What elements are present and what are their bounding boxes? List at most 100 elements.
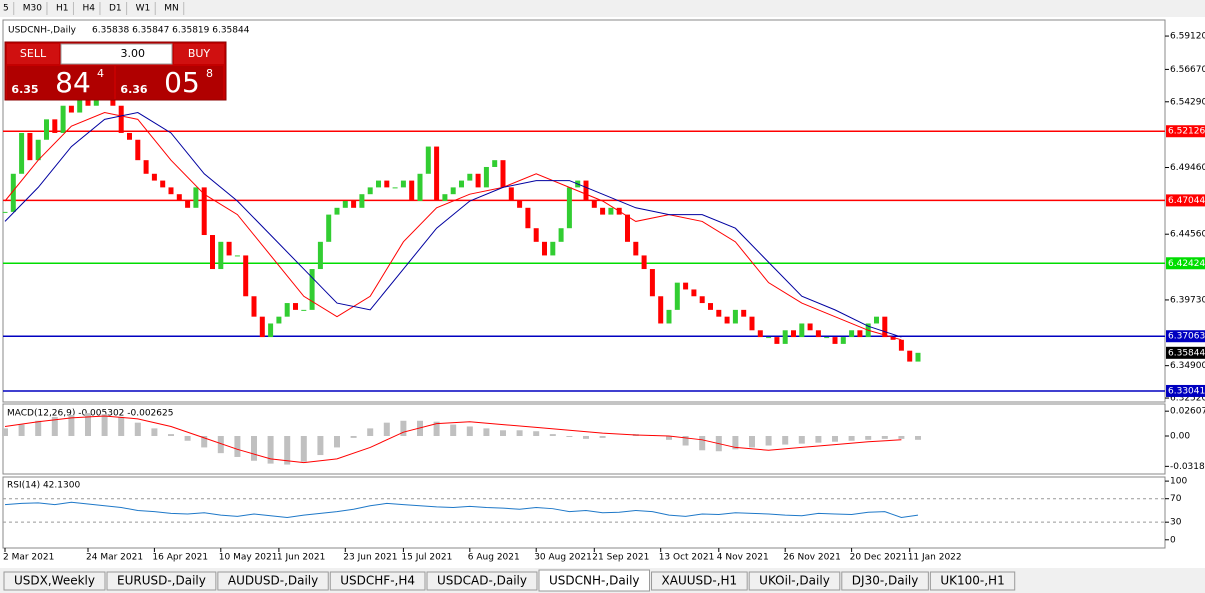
candle <box>309 269 315 310</box>
tab[interactable] <box>748 571 841 591</box>
level-tag <box>1166 330 1205 343</box>
x-tick-label: 6 Aug 2021 <box>468 553 520 563</box>
macd-bar <box>516 430 523 436</box>
ohlc: 6.35838 6.35847 6.35819 6.35844 <box>92 26 250 36</box>
candle <box>492 160 498 167</box>
candle <box>591 200 597 208</box>
candle <box>749 316 755 331</box>
x-tick-label: 26 Nov 2021 <box>783 553 841 563</box>
macd-bar <box>433 421 440 436</box>
candle <box>334 207 340 215</box>
candle <box>525 207 531 229</box>
macd-bar <box>18 424 25 436</box>
candle <box>666 309 672 324</box>
macd-bar <box>134 422 141 436</box>
x-tick-label: 20 Dec 2021 <box>850 553 908 563</box>
macd-bar <box>334 436 340 448</box>
tab-label: USDCNH-,Daily <box>549 574 640 588</box>
y-tick-label: 6.56670 <box>1170 65 1205 75</box>
level-label: 6.52126 <box>1168 127 1205 137</box>
candle <box>508 187 514 201</box>
ask-mid: 05 <box>164 66 200 99</box>
timeframe-button[interactable]: H1 <box>56 4 69 14</box>
ask-box[interactable] <box>116 66 223 99</box>
timeframe-button[interactable]: W1 <box>136 4 151 14</box>
lot-value: 3.00 <box>121 47 146 60</box>
price-label: 6.35844 <box>1168 348 1205 358</box>
macd-bar <box>583 436 589 439</box>
candle <box>367 187 373 195</box>
timeframe-button[interactable]: M30 <box>23 4 42 14</box>
tab[interactable] <box>929 571 1016 591</box>
candle <box>301 309 307 311</box>
candle <box>450 187 456 195</box>
candle <box>724 316 730 324</box>
candle <box>293 303 298 310</box>
buy-button[interactable] <box>174 44 224 64</box>
bid-mid: 84 <box>55 66 91 99</box>
y-tick-label: 6.49460 <box>1170 163 1205 173</box>
candle <box>201 187 207 236</box>
candle <box>658 296 664 324</box>
tab[interactable] <box>329 571 426 591</box>
macd-bar <box>848 436 855 441</box>
tab[interactable] <box>426 571 538 591</box>
candle <box>757 330 763 338</box>
timeframe-button[interactable]: MN <box>164 4 179 14</box>
tab[interactable] <box>217 571 329 591</box>
macd-bar <box>151 428 158 436</box>
candle <box>259 316 265 338</box>
tab[interactable] <box>651 571 748 591</box>
candle <box>741 309 747 317</box>
sell-button[interactable] <box>7 44 59 64</box>
candle <box>400 180 406 188</box>
macd-bar <box>35 420 42 436</box>
x-tick-label: 11 Jan 2022 <box>908 553 962 563</box>
macd-bar <box>201 436 208 448</box>
macd-bar <box>267 436 274 464</box>
candle <box>815 330 821 338</box>
candle <box>683 282 689 290</box>
macd-bar <box>782 436 789 445</box>
tab-label: UK100-,H1 <box>940 574 1004 588</box>
candle <box>193 187 199 208</box>
tab[interactable] <box>106 571 217 591</box>
timeframe-button[interactable]: H4 <box>82 4 95 14</box>
tab[interactable] <box>538 569 651 592</box>
tab-label: USDCAD-,Daily <box>437 574 527 588</box>
tab[interactable] <box>3 571 106 591</box>
candle <box>127 132 132 140</box>
timeframe-button[interactable]: 5 <box>3 4 9 14</box>
candle <box>52 119 58 133</box>
x-tick-label: 2 Mar 2021 <box>3 553 54 563</box>
level-label: 6.42424 <box>1168 259 1205 269</box>
y-tick-label: 6.44560 <box>1170 230 1205 240</box>
y-tick-label: 6.39730 <box>1170 295 1205 305</box>
candle <box>77 98 83 113</box>
x-tick-label: 15 Jul 2021 <box>401 553 452 563</box>
macd-bar <box>85 413 91 436</box>
candle <box>27 132 33 161</box>
bid-box[interactable] <box>7 66 114 99</box>
candle <box>708 303 713 310</box>
candle <box>276 316 282 324</box>
candle <box>135 139 141 161</box>
candle <box>434 146 440 201</box>
x-tick-label: 10 May 2021 <box>219 553 278 563</box>
candle <box>251 296 257 317</box>
bid-big: 6.35 <box>11 83 38 96</box>
price-tag <box>1166 346 1205 359</box>
lot-box[interactable] <box>60 43 173 65</box>
macd-bar <box>51 416 58 436</box>
candle <box>732 309 738 324</box>
timeframe-button[interactable]: D1 <box>109 4 122 14</box>
tab[interactable] <box>841 571 929 591</box>
candle <box>840 337 846 344</box>
candle <box>459 180 464 188</box>
candle <box>2 211 8 213</box>
candle <box>824 337 830 339</box>
candle <box>500 160 506 188</box>
level-tag <box>1166 125 1205 138</box>
candle <box>210 235 215 270</box>
x-tick-label: 1 Jun 2021 <box>277 553 325 563</box>
